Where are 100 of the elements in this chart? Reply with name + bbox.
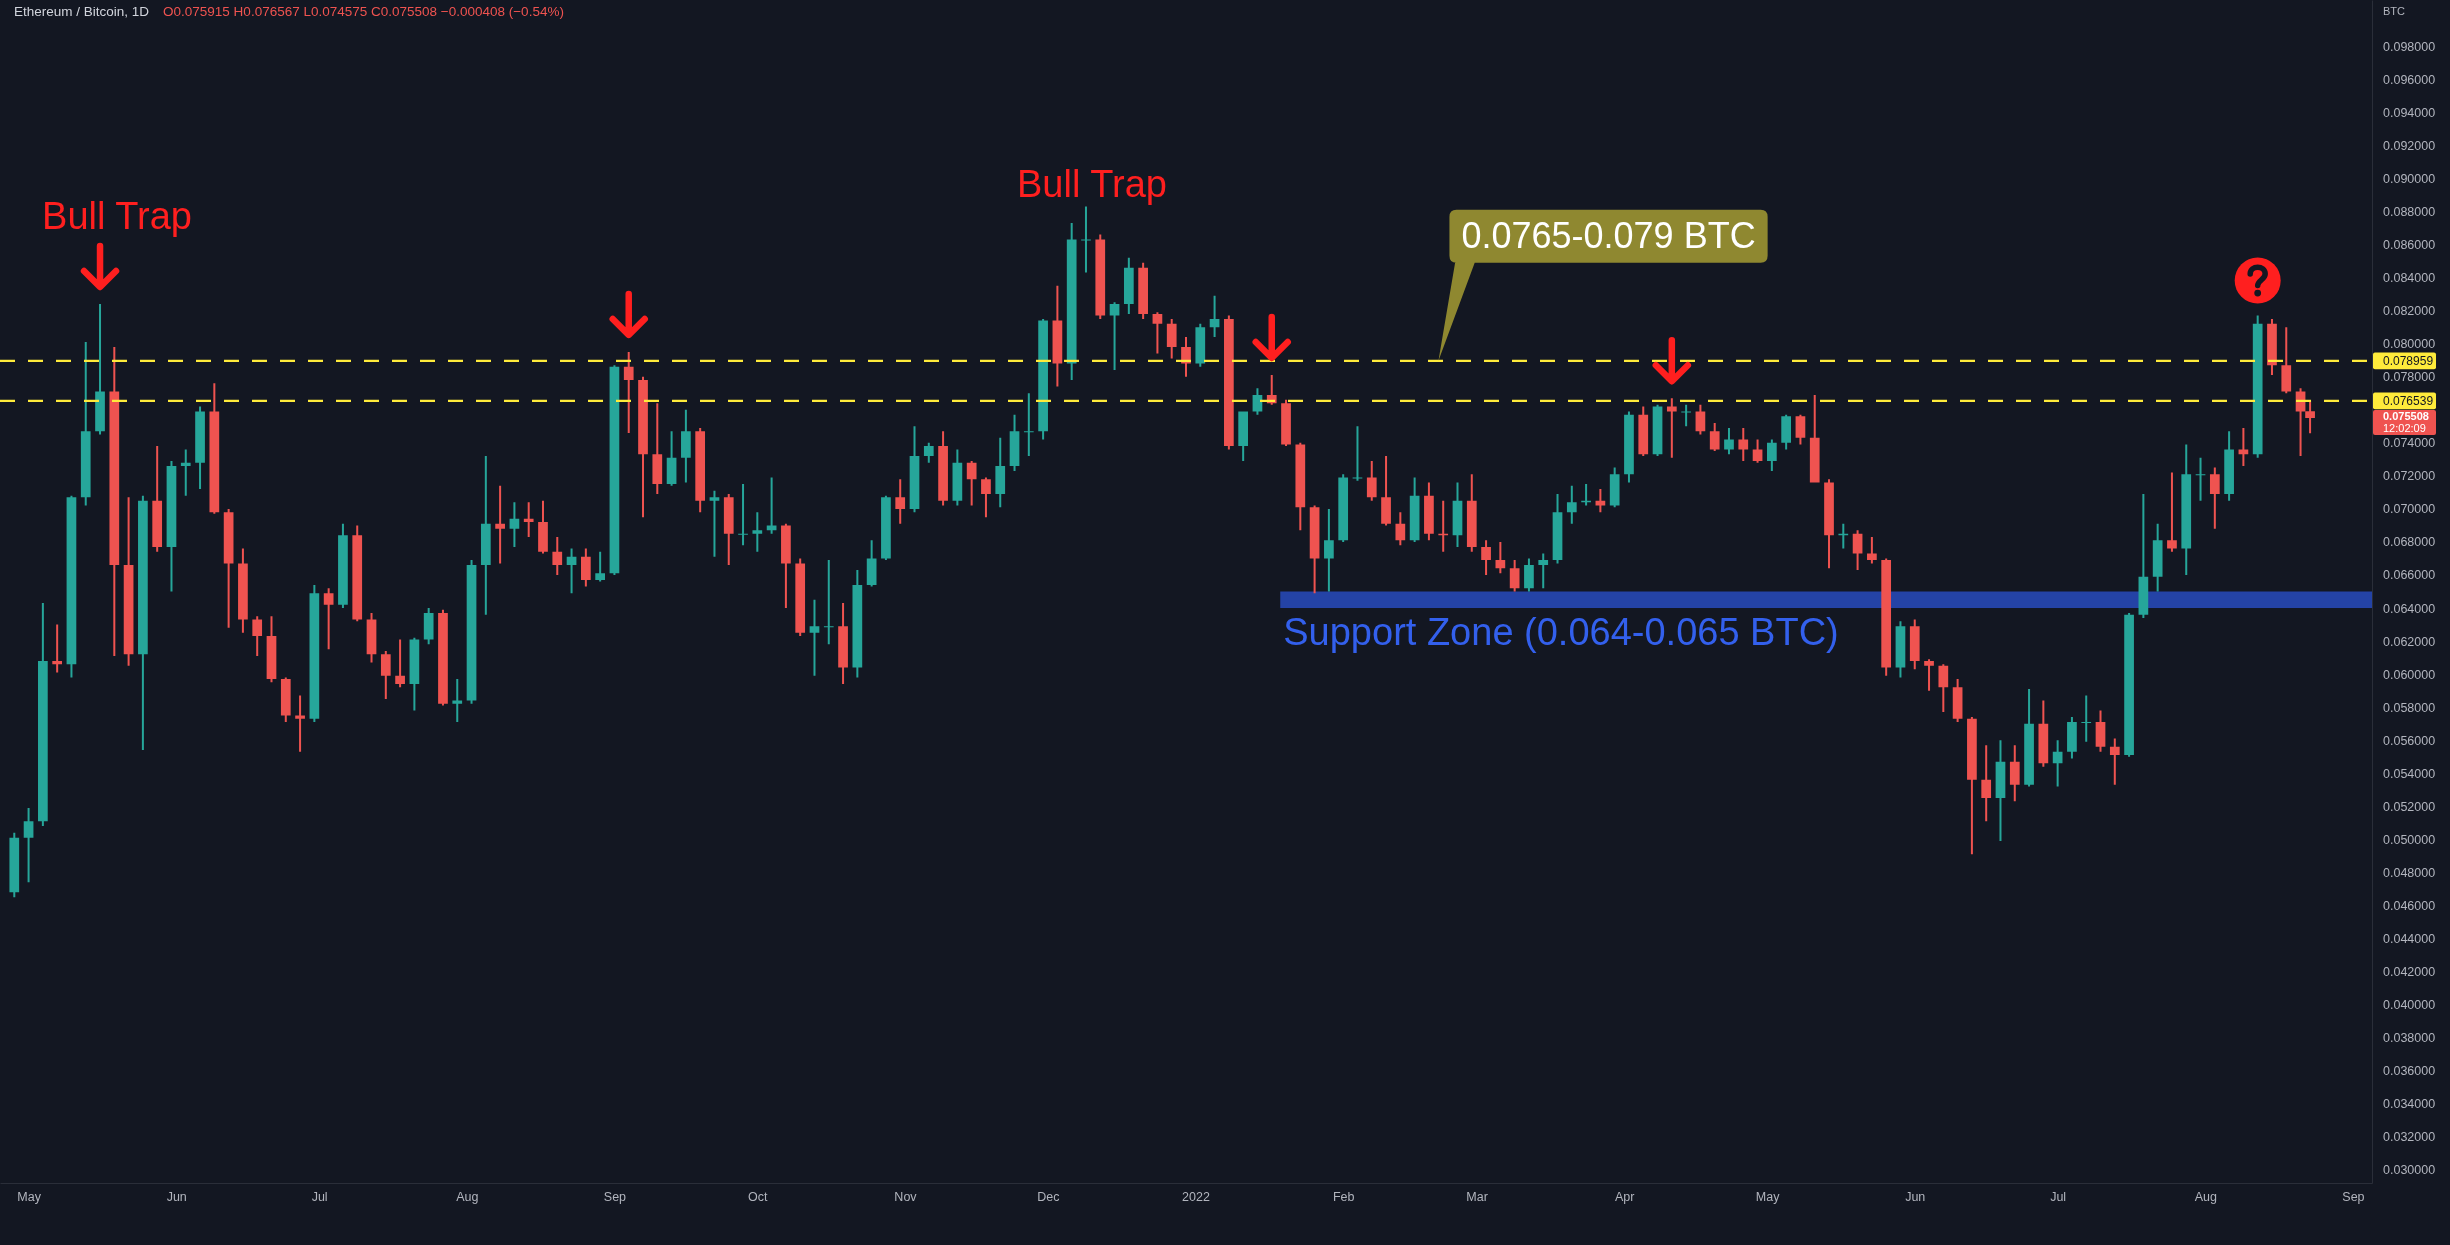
candlestick <box>695 427 706 513</box>
candlestick <box>1252 388 1263 415</box>
x-tick-label: May <box>1755 1189 1781 1204</box>
candlestick <box>1967 717 1977 855</box>
x-tick-label: May <box>17 1189 42 1204</box>
candlestick <box>1995 740 2006 841</box>
y-tick-label: 0.072000 <box>2383 469 2436 484</box>
x-tick-label: Nov <box>894 1189 918 1204</box>
candlestick <box>2038 700 2049 767</box>
candlestick <box>1652 404 1663 457</box>
candlestick <box>1695 404 1706 435</box>
candlestick <box>223 508 234 628</box>
candlestick <box>752 512 763 552</box>
candlestick <box>495 485 505 564</box>
candlestick <box>995 437 1006 508</box>
y-tick-label: 0.062000 <box>2383 634 2436 649</box>
candlestick <box>2095 710 2106 752</box>
candlestick <box>1038 318 1048 440</box>
candlestick <box>1395 512 1406 546</box>
ref-line-label: 0.078959 <box>2383 354 2434 369</box>
candlestick <box>523 502 534 537</box>
candlestick <box>1738 427 1749 461</box>
annotation: 0.0765-0.079 BTC <box>1461 214 1756 256</box>
candlestick <box>2138 494 2149 618</box>
candlestick <box>1566 485 1577 524</box>
candlestick <box>309 584 320 723</box>
candlestick <box>766 477 777 534</box>
candlestick <box>452 679 463 723</box>
candlestick <box>1524 558 1534 592</box>
candlestick <box>95 304 105 435</box>
candlestick <box>1666 398 1677 458</box>
candlestick <box>2152 523 2163 592</box>
candlestick <box>2052 740 2063 787</box>
x-tick-label: Aug <box>2194 1189 2217 1204</box>
candlestick <box>1152 312 1163 354</box>
candlestick <box>681 409 691 483</box>
x-tick-label: Mar <box>1466 1189 1488 1204</box>
candlestick <box>895 479 906 524</box>
candlestick <box>509 502 520 547</box>
candlestick <box>1609 467 1620 508</box>
candlestick <box>1809 394 1820 483</box>
candlestick <box>1438 500 1449 552</box>
candlestick <box>1095 234 1106 319</box>
candlestick <box>1824 479 1834 569</box>
candlestick <box>1195 323 1206 367</box>
candlestick <box>1309 505 1320 594</box>
candlestick <box>923 442 934 463</box>
text: 12:02:09 <box>2383 422 2426 435</box>
candlestick <box>638 376 648 518</box>
candlestick <box>209 383 220 514</box>
candlestick <box>1881 558 1892 676</box>
candlestick <box>1424 482 1434 541</box>
candlestick <box>1538 553 1549 589</box>
candlestick <box>1795 414 1806 445</box>
candlestick <box>1581 484 1591 506</box>
candlestick <box>1638 406 1649 457</box>
candlestick <box>1838 523 1849 549</box>
candlestick <box>323 588 334 650</box>
candlestick <box>823 560 834 645</box>
candlestick <box>2024 688 2034 787</box>
y-tick-label: 0.086000 <box>2383 238 2436 253</box>
annotation: Bull Trap <box>42 195 193 238</box>
y-tick-label: 0.050000 <box>2383 832 2436 847</box>
candlestick <box>280 677 291 723</box>
y-tick-label: 0.088000 <box>2383 204 2436 219</box>
x-tick-label: Aug <box>456 1189 479 1204</box>
candlestick <box>1123 257 1134 314</box>
candlestick <box>852 570 863 678</box>
y-tick-label: 0.066000 <box>2383 568 2436 583</box>
candlestick <box>2209 467 2220 529</box>
candlestick <box>866 540 877 587</box>
x-tick-label: Jul <box>2050 1189 2067 1204</box>
candlestick <box>1867 536 1877 564</box>
y-tick-label: 0.070000 <box>2383 502 2436 517</box>
candlestick <box>1909 619 1920 670</box>
candlestick <box>466 560 477 704</box>
candlestick <box>1752 439 1763 463</box>
y-tick-label: 0.082000 <box>2383 304 2436 319</box>
chart-subtitle: O0.075915 H0.076567 L0.074575 C0.075508 −0.000408 (−0.54%) <box>163 4 564 19</box>
candlestick <box>2267 318 2277 376</box>
y-tick-label: 0.090000 <box>2383 171 2436 186</box>
candlestick <box>1066 223 1077 381</box>
candlestick <box>395 639 405 688</box>
candlestick <box>881 495 891 561</box>
candlestick <box>1724 427 1734 455</box>
x-tick-label: 2022 <box>1182 1189 1210 1204</box>
candlestick <box>1109 302 1120 371</box>
y-tick-label: 0.040000 <box>2383 998 2436 1013</box>
y-tick-label: 0.030000 <box>2383 1163 2436 1178</box>
candlestick <box>581 548 591 587</box>
x-tick-label: Jun <box>166 1189 187 1204</box>
candlestick <box>595 551 605 582</box>
chart-title: Ethereum / Bitcoin, 1D <box>14 4 150 19</box>
candlestick <box>2124 612 2134 757</box>
candlestick <box>52 624 63 673</box>
x-tick-label: Sep <box>603 1189 627 1204</box>
y-tick-label: 0.080000 <box>2383 337 2436 352</box>
candlestick <box>2109 738 2120 785</box>
candlestick <box>981 477 991 518</box>
y-tick-label: 0.032000 <box>2383 1130 2436 1145</box>
